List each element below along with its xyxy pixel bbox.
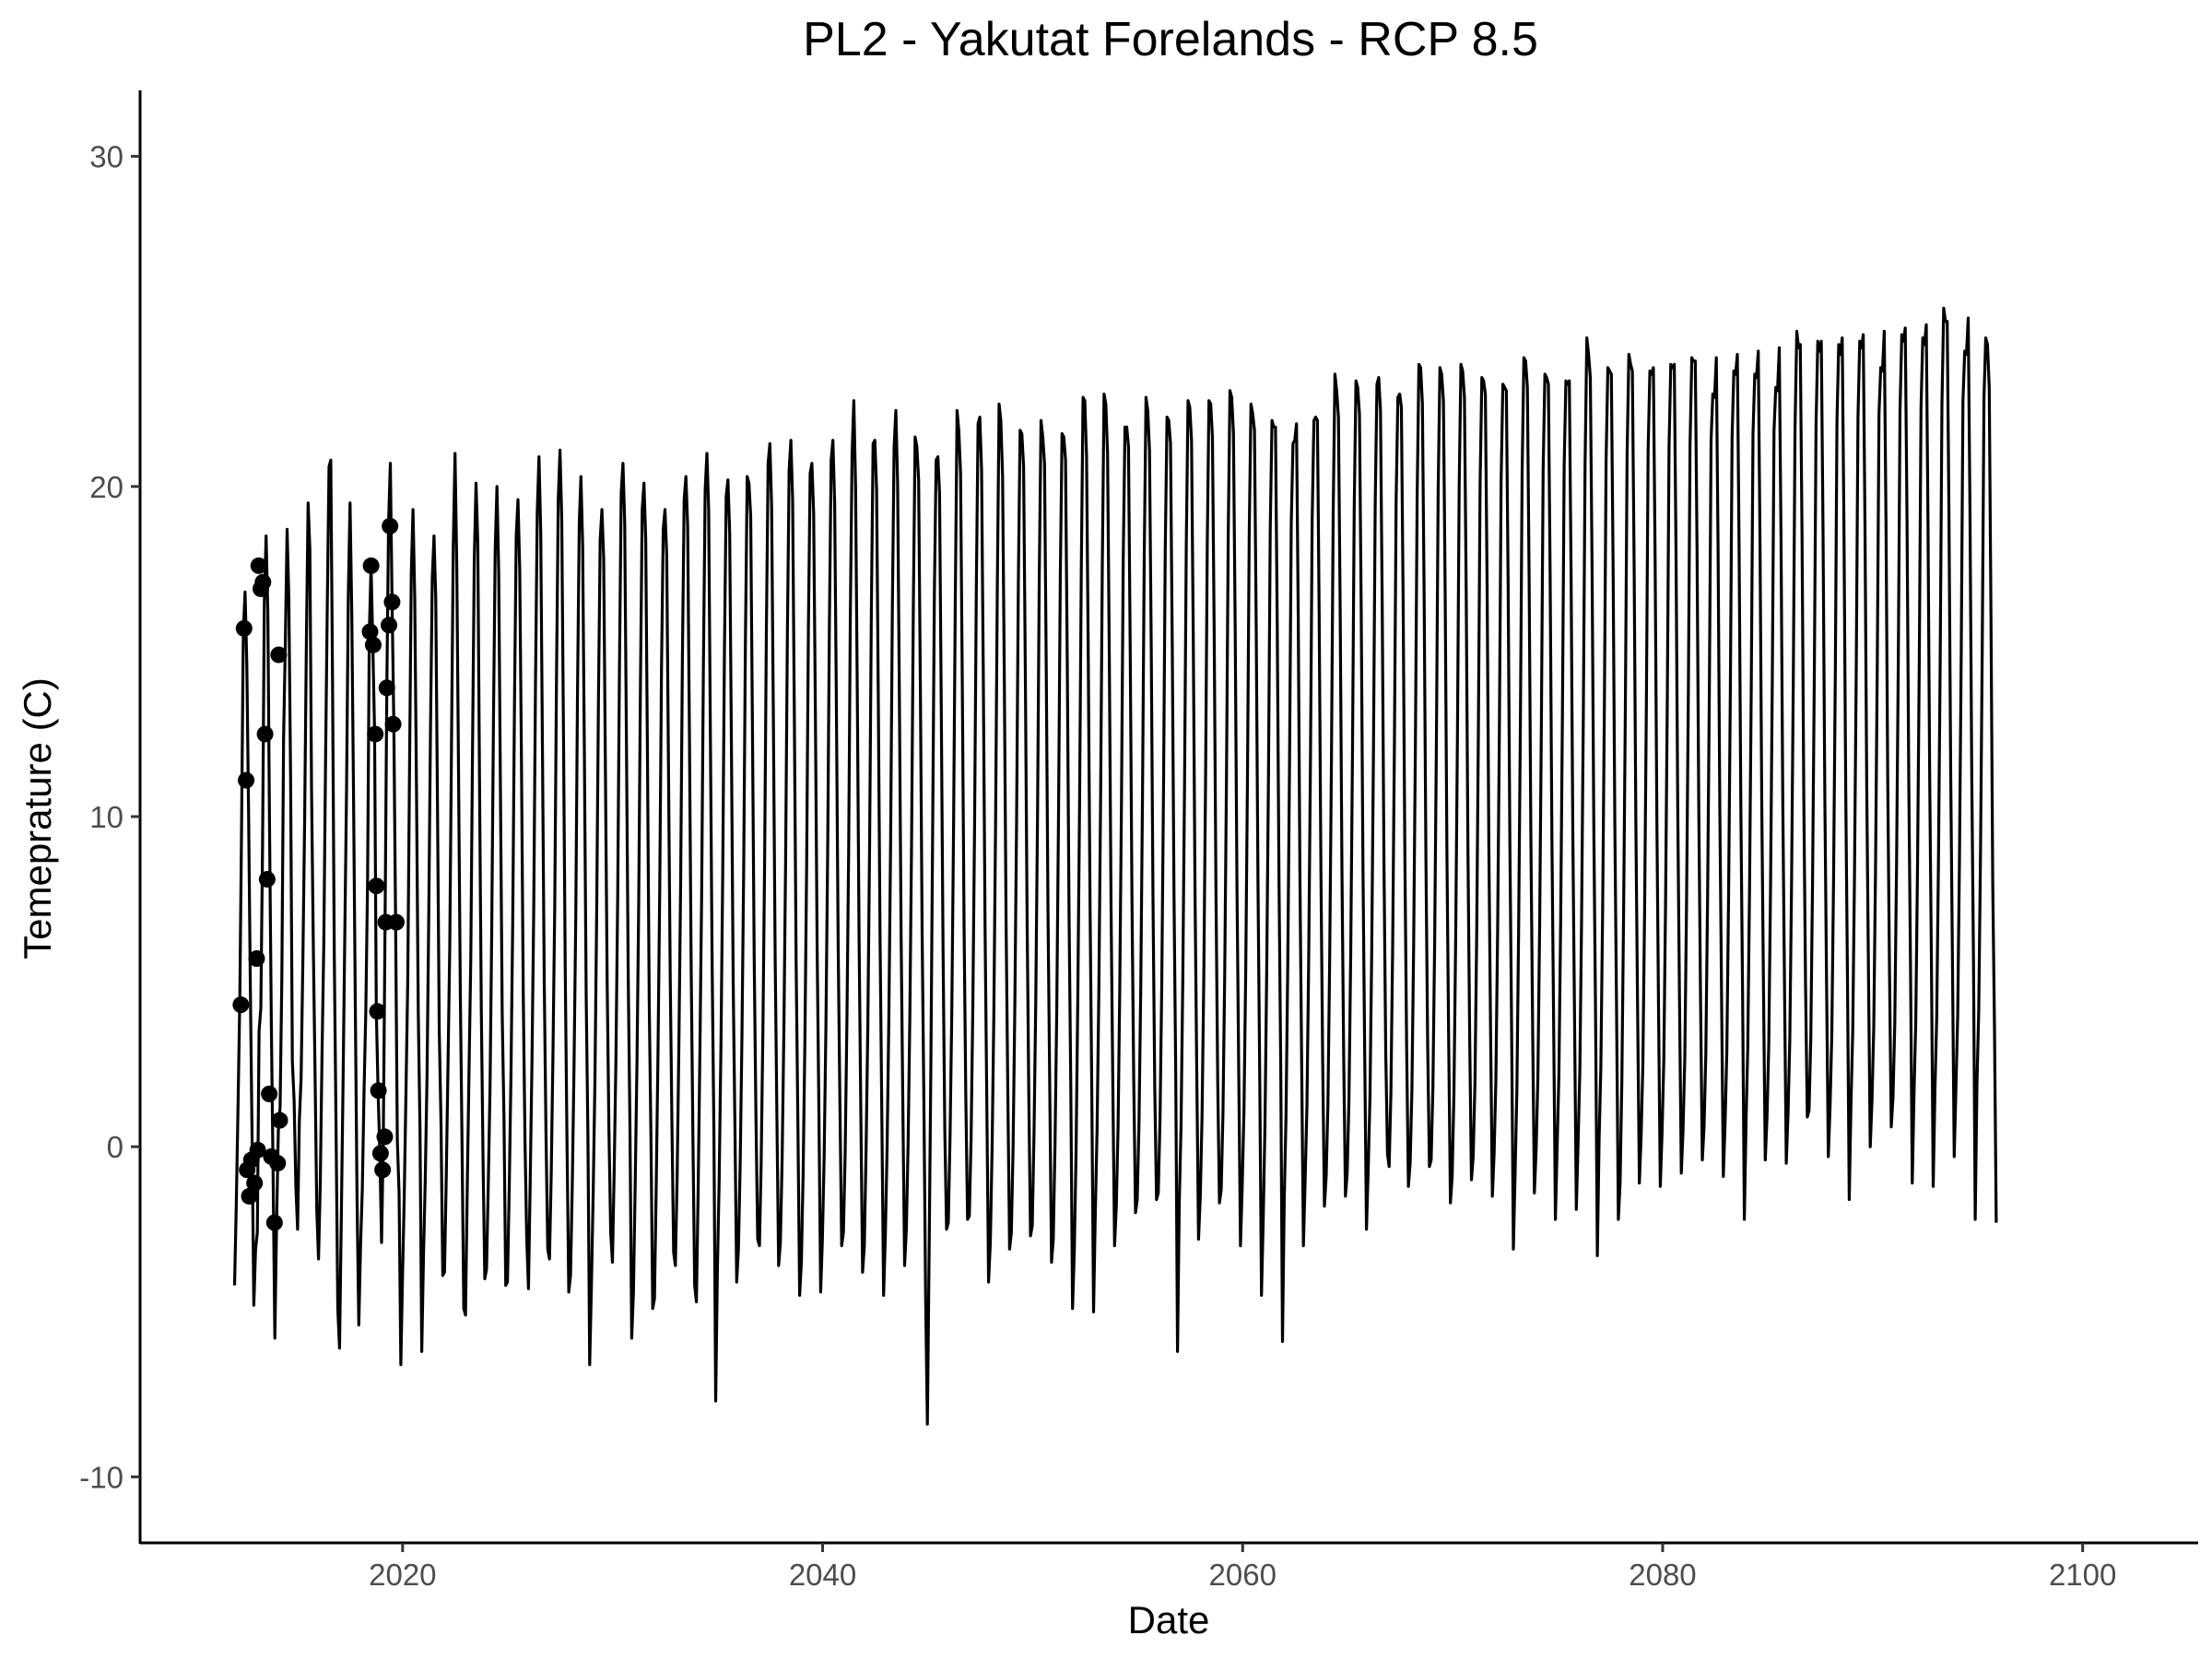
observed-data-point — [371, 1145, 389, 1162]
y-axis-title: Temeprature (C) — [16, 677, 59, 959]
observed-data-point — [270, 646, 288, 664]
x-tick-label: 2060 — [1209, 1558, 1277, 1592]
observed-data-point — [235, 619, 253, 637]
observed-data-point — [248, 950, 265, 968]
x-axis: 2020 2040 2060 2080 2100 — [140, 1541, 2198, 1592]
observed-data-point — [367, 725, 384, 743]
observed-data-point — [271, 1112, 288, 1129]
y-tick-label: 0 — [107, 1130, 124, 1164]
observed-data-point — [269, 1155, 287, 1172]
chart-title: PL2 - Yakutat Forelands - RCP 8.5 — [803, 13, 1538, 66]
observed-data-point — [258, 871, 276, 888]
plot-area — [232, 306, 1998, 1426]
observed-data-point — [374, 1161, 392, 1179]
y-tick-label: 30 — [89, 140, 124, 174]
observed-data-point — [378, 679, 395, 697]
observed-data-point — [383, 594, 401, 611]
x-tick-label: 2020 — [369, 1558, 436, 1592]
x-axis-title: Date — [1128, 1598, 1210, 1641]
observed-data-point — [368, 877, 385, 895]
observed-data-point — [376, 1128, 394, 1146]
observed-data-point — [246, 1174, 264, 1192]
observed-data-point — [364, 636, 382, 653]
observed-data-point — [249, 1141, 266, 1159]
observed-data-point — [261, 1085, 278, 1102]
x-tick-label: 2080 — [1629, 1558, 1696, 1592]
temperature-series-line — [232, 306, 1998, 1426]
observed-data-point — [254, 573, 272, 591]
observed-data-point — [265, 1214, 283, 1231]
y-tick-label: -10 — [79, 1460, 124, 1494]
observed-data-point — [241, 1187, 258, 1205]
y-axis: -10 0 10 20 30 — [79, 90, 142, 1544]
y-tick-label: 20 — [89, 470, 124, 504]
y-tick-label: 10 — [89, 800, 124, 834]
observed-data-point — [361, 623, 379, 641]
observed-data-point — [256, 725, 274, 743]
observed-data-point — [382, 517, 399, 535]
observed-data-point — [362, 557, 380, 574]
observed-data-point — [384, 715, 402, 733]
observed-data-point — [369, 1003, 386, 1020]
x-tick-label: 2100 — [2049, 1558, 2116, 1592]
observed-data-point — [238, 771, 255, 789]
observed-data-point — [387, 913, 405, 931]
observed-data-point — [370, 1082, 387, 1100]
x-tick-label: 2040 — [789, 1558, 856, 1592]
observed-data-point — [381, 617, 398, 634]
observed-data-point — [250, 557, 267, 574]
observed-data-point — [232, 996, 250, 1014]
